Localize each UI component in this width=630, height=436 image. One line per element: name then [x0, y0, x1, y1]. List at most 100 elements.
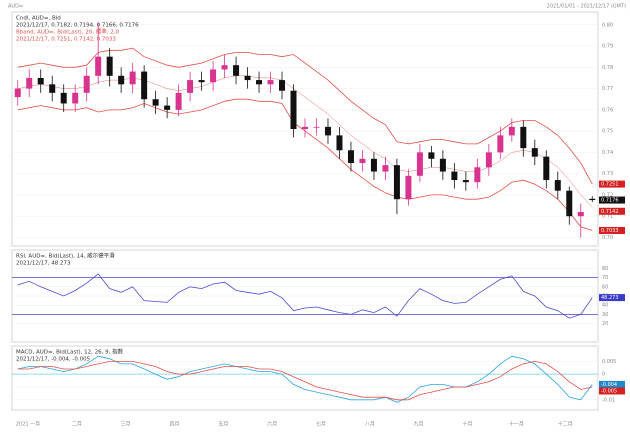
- line: [17, 273, 593, 319]
- value-box: [599, 180, 625, 188]
- panel-subtitle: 2021/12/17, -0.004, -0.005: [16, 357, 91, 363]
- candle-body: [175, 92, 182, 110]
- candle-body: [95, 56, 102, 76]
- candle-body: [393, 165, 400, 200]
- value-box-label: -0.004: [601, 382, 617, 388]
- value-box: [599, 387, 625, 395]
- panel: [11, 345, 599, 411]
- candle-body: [302, 126, 308, 129]
- y-tick-label: 40: [602, 303, 608, 309]
- candle-body: [72, 92, 79, 104]
- candle-body: [566, 190, 573, 217]
- y-tick-label: 60: [602, 284, 608, 290]
- y-tick-label: 70: [602, 275, 608, 281]
- candle-body: [485, 152, 492, 168]
- candle-body: [577, 211, 584, 217]
- candle-body: [279, 80, 286, 91]
- line: [17, 360, 593, 401]
- x-tick-label: 三月: [121, 422, 131, 428]
- candle-body: [405, 175, 412, 200]
- x-tick-label: 十一月: [509, 421, 524, 428]
- value-box-label: -0.005: [601, 388, 617, 394]
- candle-body: [324, 126, 331, 136]
- x-tick-label: 2021 一月: [16, 422, 40, 428]
- y-tick-label: 30: [602, 312, 608, 318]
- y-tick-label: 0.71: [602, 214, 613, 220]
- x-tick-label: 四月: [169, 422, 179, 428]
- candle-body: [370, 158, 377, 172]
- x-tick-label: 五月: [218, 422, 228, 428]
- y-tick-label: 0.78: [602, 65, 613, 71]
- candle-body: [83, 75, 90, 93]
- value-box-label: 0.7142: [601, 209, 619, 215]
- value-box: [599, 226, 625, 234]
- candle-body: [520, 126, 527, 149]
- candle-body: [14, 88, 21, 98]
- x-tick-label: 十月: [462, 421, 472, 428]
- candle-body: [221, 65, 228, 70]
- candle-body: [439, 158, 446, 172]
- candle-body: [290, 90, 297, 129]
- y-tick-label: 0.005: [602, 359, 616, 365]
- candle-body: [428, 152, 435, 159]
- y-tick-label: 0.75: [602, 129, 613, 135]
- y-tick-label: 0.76: [602, 107, 613, 113]
- candle-body: [256, 80, 263, 85]
- y-tick-label: 0.72: [602, 192, 613, 198]
- value-box-label: 0.7033: [601, 228, 619, 234]
- candle-body: [118, 75, 125, 85]
- panel-title: RSI, AUD=, Bid(Last), 14, 威尔德平滑: [16, 252, 115, 260]
- header: AUD=: [8, 4, 23, 10]
- candle-body: [531, 148, 538, 157]
- value-box: [599, 207, 625, 215]
- x-tick-label: 八月: [365, 422, 375, 428]
- candle-body: [198, 80, 205, 83]
- line: [17, 75, 593, 208]
- candle-body: [233, 65, 240, 76]
- candle-body: [210, 69, 217, 83]
- candle-body: [554, 180, 561, 191]
- candle-body: [244, 75, 251, 81]
- band-subtitle: 2021/12/17, 0.7251, 0.7142, 0.7033: [16, 37, 116, 43]
- y-tick-label: 0.79: [602, 44, 613, 50]
- candle-body: [359, 158, 366, 164]
- candle-body: [508, 126, 515, 136]
- candle-body: [497, 135, 504, 153]
- candle-body: [474, 167, 481, 183]
- y-tick-label: 0.74: [602, 150, 613, 156]
- candle-body: [336, 135, 343, 151]
- candle-body: [60, 92, 67, 104]
- x-tick-label: 二月: [72, 422, 82, 428]
- y-tick-label: 0.70: [602, 235, 613, 241]
- value-box: [599, 294, 625, 302]
- panel: [11, 11, 599, 247]
- candle-body: [543, 156, 550, 181]
- y-tick-label: -0.01: [602, 397, 615, 403]
- candle-body: [49, 84, 56, 93]
- candle-body: [267, 80, 274, 85]
- band-title: Bband, AUD=, Bid(Last), 20, 標準, 2.0: [16, 28, 120, 36]
- y-tick-label: 80: [602, 266, 608, 272]
- value-box-label: 0.7251: [601, 182, 619, 188]
- value-box: [599, 380, 625, 388]
- y-tick-label: 20: [602, 321, 608, 327]
- candle-body: [462, 180, 469, 183]
- y-tick-label: 0.73: [602, 171, 613, 177]
- x-tick-label: 七月: [316, 421, 326, 428]
- candle-body: [26, 77, 33, 89]
- candle-body: [347, 150, 354, 164]
- panel-subtitle: 2021/12/17, 0.7182, 0.7194, 0.7166, 0.71…: [16, 23, 139, 29]
- candle-body: [106, 56, 113, 76]
- y-tick-label: 0.77: [602, 86, 613, 92]
- line: [17, 355, 593, 403]
- candle-body: [141, 71, 148, 100]
- candle-body: [589, 198, 596, 201]
- panel-title: MACD, AUD=, Bid(Last), 12, 26, 9, 指数: [16, 348, 124, 356]
- candle-body: [164, 105, 171, 110]
- value-box-label: 0.7176: [601, 198, 619, 204]
- x-tick-label: 九月: [414, 421, 424, 428]
- y-tick-label: 0.80: [602, 22, 613, 28]
- candle-body: [37, 77, 44, 85]
- x-tick-label: 六月: [267, 421, 277, 428]
